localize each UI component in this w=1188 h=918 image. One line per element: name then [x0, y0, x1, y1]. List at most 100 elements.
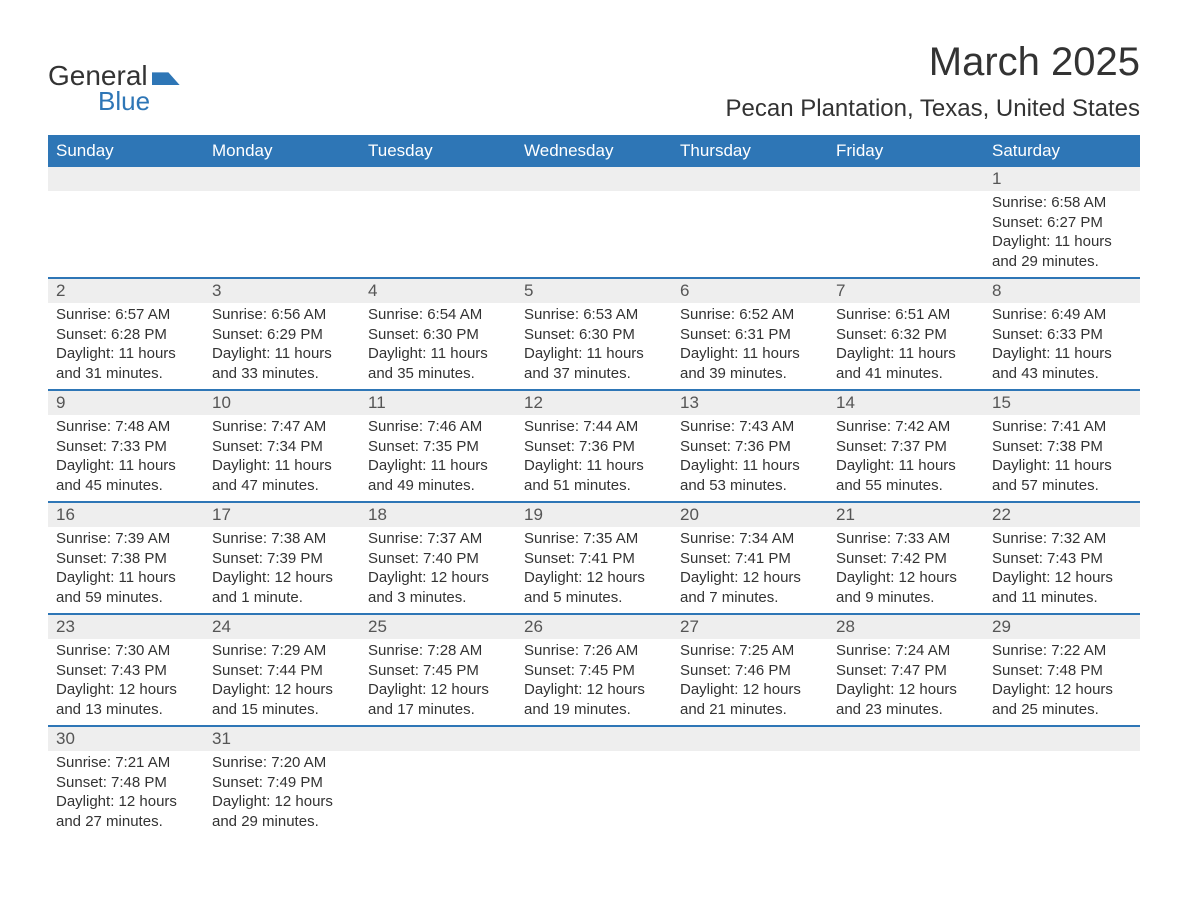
calendar-day-cell: 30Sunrise: 7:21 AMSunset: 7:48 PMDayligh…: [48, 726, 204, 837]
day-details: Sunrise: 6:53 AMSunset: 6:30 PMDaylight:…: [516, 303, 672, 389]
calendar-day-cell: [828, 167, 984, 278]
daylight-text: Daylight: 12 hours and 29 minutes.: [212, 792, 352, 831]
calendar-day-cell: 9Sunrise: 7:48 AMSunset: 7:33 PMDaylight…: [48, 390, 204, 502]
sunrise-text: Sunrise: 6:52 AM: [680, 305, 820, 325]
calendar-day-cell: [984, 726, 1140, 837]
day-number: 7: [828, 279, 984, 303]
sunset-text: Sunset: 7:47 PM: [836, 661, 976, 681]
day-details: Sunrise: 7:42 AMSunset: 7:37 PMDaylight:…: [828, 415, 984, 501]
calendar-day-cell: 25Sunrise: 7:28 AMSunset: 7:45 PMDayligh…: [360, 614, 516, 726]
daylight-text: Daylight: 11 hours and 43 minutes.: [992, 344, 1132, 383]
sunset-text: Sunset: 6:27 PM: [992, 213, 1132, 233]
day-details: Sunrise: 7:38 AMSunset: 7:39 PMDaylight:…: [204, 527, 360, 613]
day-number: 29: [984, 615, 1140, 639]
day-number: 22: [984, 503, 1140, 527]
day-number: 6: [672, 279, 828, 303]
sunset-text: Sunset: 7:35 PM: [368, 437, 508, 457]
daylight-text: Daylight: 12 hours and 5 minutes.: [524, 568, 664, 607]
day-number: 27: [672, 615, 828, 639]
calendar-day-cell: 22Sunrise: 7:32 AMSunset: 7:43 PMDayligh…: [984, 502, 1140, 614]
col-thu: Thursday: [672, 135, 828, 167]
calendar-day-cell: [204, 167, 360, 278]
sunrise-text: Sunrise: 7:24 AM: [836, 641, 976, 661]
day-number: [360, 167, 516, 191]
calendar-day-cell: 2Sunrise: 6:57 AMSunset: 6:28 PMDaylight…: [48, 278, 204, 390]
day-details: Sunrise: 6:58 AMSunset: 6:27 PMDaylight:…: [984, 191, 1140, 277]
day-number: [48, 167, 204, 191]
day-details: Sunrise: 7:47 AMSunset: 7:34 PMDaylight:…: [204, 415, 360, 501]
calendar-table: Sunday Monday Tuesday Wednesday Thursday…: [48, 135, 1140, 837]
daylight-text: Daylight: 12 hours and 1 minute.: [212, 568, 352, 607]
day-details: Sunrise: 6:57 AMSunset: 6:28 PMDaylight:…: [48, 303, 204, 389]
logo-text-blue: Blue: [98, 86, 150, 117]
day-details: [360, 751, 516, 829]
calendar-day-cell: 11Sunrise: 7:46 AMSunset: 7:35 PMDayligh…: [360, 390, 516, 502]
daylight-text: Daylight: 11 hours and 37 minutes.: [524, 344, 664, 383]
day-details: Sunrise: 7:43 AMSunset: 7:36 PMDaylight:…: [672, 415, 828, 501]
day-number: 16: [48, 503, 204, 527]
daylight-text: Daylight: 11 hours and 33 minutes.: [212, 344, 352, 383]
calendar-day-cell: 26Sunrise: 7:26 AMSunset: 7:45 PMDayligh…: [516, 614, 672, 726]
sunrise-text: Sunrise: 7:35 AM: [524, 529, 664, 549]
daylight-text: Daylight: 12 hours and 25 minutes.: [992, 680, 1132, 719]
day-number: 28: [828, 615, 984, 639]
sunrise-text: Sunrise: 7:38 AM: [212, 529, 352, 549]
calendar-day-cell: 10Sunrise: 7:47 AMSunset: 7:34 PMDayligh…: [204, 390, 360, 502]
day-number: 23: [48, 615, 204, 639]
day-number: 5: [516, 279, 672, 303]
day-number: 18: [360, 503, 516, 527]
sunset-text: Sunset: 7:43 PM: [56, 661, 196, 681]
sunrise-text: Sunrise: 7:44 AM: [524, 417, 664, 437]
sunrise-text: Sunrise: 6:49 AM: [992, 305, 1132, 325]
daylight-text: Daylight: 11 hours and 41 minutes.: [836, 344, 976, 383]
calendar-day-cell: 13Sunrise: 7:43 AMSunset: 7:36 PMDayligh…: [672, 390, 828, 502]
title-block: March 2025 Pecan Plantation, Texas, Unit…: [726, 40, 1140, 123]
day-details: Sunrise: 6:51 AMSunset: 6:32 PMDaylight:…: [828, 303, 984, 389]
sunrise-text: Sunrise: 7:43 AM: [680, 417, 820, 437]
sunset-text: Sunset: 7:46 PM: [680, 661, 820, 681]
calendar-header-row: Sunday Monday Tuesday Wednesday Thursday…: [48, 135, 1140, 167]
day-number: 8: [984, 279, 1140, 303]
calendar-day-cell: 5Sunrise: 6:53 AMSunset: 6:30 PMDaylight…: [516, 278, 672, 390]
calendar-day-cell: 3Sunrise: 6:56 AMSunset: 6:29 PMDaylight…: [204, 278, 360, 390]
sunset-text: Sunset: 6:28 PM: [56, 325, 196, 345]
sunrise-text: Sunrise: 7:39 AM: [56, 529, 196, 549]
calendar-day-cell: 28Sunrise: 7:24 AMSunset: 7:47 PMDayligh…: [828, 614, 984, 726]
sunrise-text: Sunrise: 7:22 AM: [992, 641, 1132, 661]
col-tue: Tuesday: [360, 135, 516, 167]
day-number: 12: [516, 391, 672, 415]
sunrise-text: Sunrise: 6:58 AM: [992, 193, 1132, 213]
daylight-text: Daylight: 12 hours and 15 minutes.: [212, 680, 352, 719]
sunrise-text: Sunrise: 6:51 AM: [836, 305, 976, 325]
calendar-week-row: 1Sunrise: 6:58 AMSunset: 6:27 PMDaylight…: [48, 167, 1140, 278]
day-details: Sunrise: 7:33 AMSunset: 7:42 PMDaylight:…: [828, 527, 984, 613]
sunset-text: Sunset: 6:30 PM: [368, 325, 508, 345]
day-details: Sunrise: 7:22 AMSunset: 7:48 PMDaylight:…: [984, 639, 1140, 725]
calendar-week-row: 30Sunrise: 7:21 AMSunset: 7:48 PMDayligh…: [48, 726, 1140, 837]
daylight-text: Daylight: 11 hours and 49 minutes.: [368, 456, 508, 495]
day-number: 30: [48, 727, 204, 751]
calendar-day-cell: [516, 167, 672, 278]
col-sun: Sunday: [48, 135, 204, 167]
day-details: Sunrise: 7:44 AMSunset: 7:36 PMDaylight:…: [516, 415, 672, 501]
logo: General Blue: [48, 60, 180, 117]
sunset-text: Sunset: 7:41 PM: [680, 549, 820, 569]
day-number: 2: [48, 279, 204, 303]
day-number: [672, 167, 828, 191]
calendar-day-cell: [48, 167, 204, 278]
calendar-week-row: 9Sunrise: 7:48 AMSunset: 7:33 PMDaylight…: [48, 390, 1140, 502]
day-details: [828, 751, 984, 829]
daylight-text: Daylight: 12 hours and 21 minutes.: [680, 680, 820, 719]
sunrise-text: Sunrise: 7:30 AM: [56, 641, 196, 661]
day-details: [672, 191, 828, 269]
daylight-text: Daylight: 11 hours and 31 minutes.: [56, 344, 196, 383]
sunset-text: Sunset: 7:36 PM: [680, 437, 820, 457]
day-number: 26: [516, 615, 672, 639]
day-details: Sunrise: 7:20 AMSunset: 7:49 PMDaylight:…: [204, 751, 360, 837]
sunrise-text: Sunrise: 7:29 AM: [212, 641, 352, 661]
day-number: 13: [672, 391, 828, 415]
daylight-text: Daylight: 12 hours and 23 minutes.: [836, 680, 976, 719]
day-number: 31: [204, 727, 360, 751]
calendar-day-cell: 8Sunrise: 6:49 AMSunset: 6:33 PMDaylight…: [984, 278, 1140, 390]
col-fri: Friday: [828, 135, 984, 167]
